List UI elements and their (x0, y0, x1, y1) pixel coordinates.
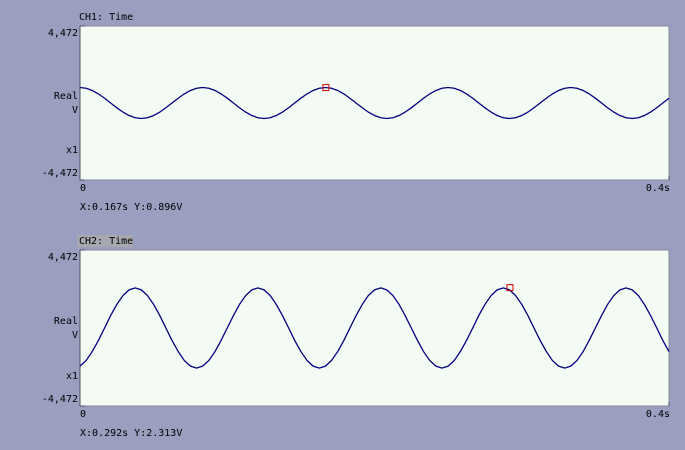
y-axis-unit: V (72, 330, 78, 341)
x-tick-label: 0.4s (646, 183, 670, 194)
y-tick-label: -4,472 (42, 394, 78, 405)
cursor-marker (322, 84, 330, 92)
y-tick-label: 4,472 (48, 28, 78, 39)
x-tick-label: 0 (80, 183, 86, 194)
y-tick-label: -4,472 (42, 168, 78, 179)
waveform (79, 287, 670, 369)
cursor-marker (506, 284, 514, 292)
cursor-readout: X:0.292s Y:2.313V (80, 428, 182, 439)
y-scale-label: x1 (66, 371, 78, 382)
plot-area (79, 25, 670, 181)
x-tick-label: 0 (80, 409, 86, 420)
y-axis-label: Real (54, 91, 78, 102)
y-tick-label: 4,472 (48, 252, 78, 263)
x-tick-label: 0.4s (646, 409, 670, 420)
channel-title[interactable]: CH1: Time (79, 12, 133, 23)
channel-title[interactable]: CH2: Time (79, 236, 133, 247)
title-highlight (77, 235, 133, 247)
cursor-readout: X:0.167s Y:0.896V (80, 202, 182, 213)
y-scale-label: x1 (66, 145, 78, 156)
y-axis-label: Real (54, 316, 78, 327)
waveform (79, 86, 670, 120)
plot-area (79, 249, 670, 407)
y-axis-unit: V (72, 105, 78, 116)
